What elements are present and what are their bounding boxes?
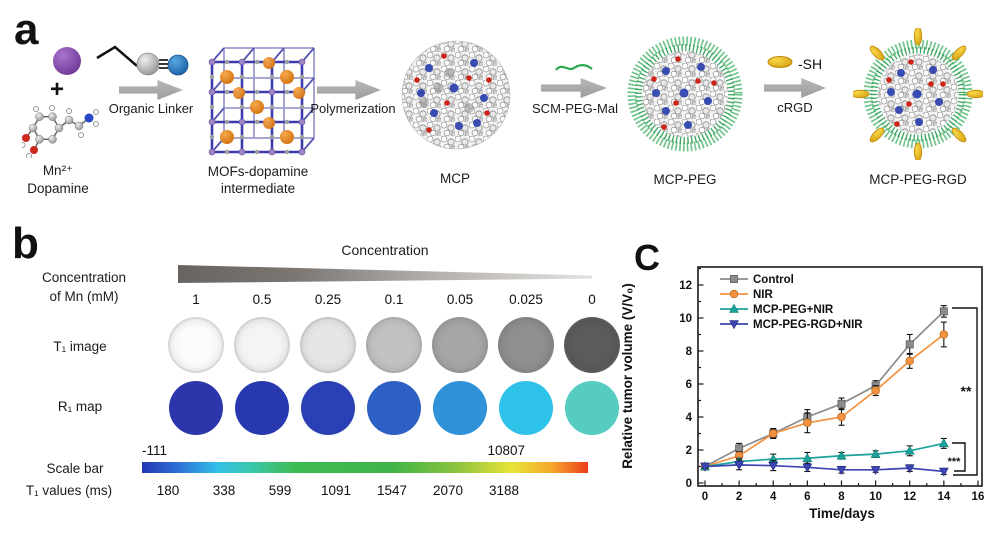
svg-text:0: 0 bbox=[702, 491, 708, 503]
scale-min-value: -111 bbox=[142, 443, 168, 458]
svg-text:10: 10 bbox=[679, 313, 692, 325]
plus-sign: + bbox=[49, 76, 64, 103]
rgd-ellipse-icon bbox=[767, 56, 793, 68]
t1-value: 599 bbox=[268, 483, 292, 498]
conc-value: 1 bbox=[192, 292, 200, 307]
r1-map-circle bbox=[367, 381, 421, 435]
svg-text:14: 14 bbox=[937, 491, 950, 503]
svg-text:Relative tumor volume (V/V₀): Relative tumor volume (V/V₀) bbox=[620, 283, 635, 468]
svg-text:8: 8 bbox=[838, 491, 845, 503]
svg-text:8: 8 bbox=[686, 346, 693, 358]
svg-text:10: 10 bbox=[869, 491, 882, 503]
peg-squiggle bbox=[555, 64, 593, 71]
t1-value: 338 bbox=[212, 483, 236, 498]
reaction-arrow-2 bbox=[317, 80, 381, 100]
panel-b-letter: b bbox=[12, 219, 39, 268]
t1-value: 2070 bbox=[432, 483, 464, 498]
reaction-arrow-3 bbox=[541, 78, 607, 98]
mcp-peg-particle bbox=[627, 36, 743, 152]
mcp-particle bbox=[401, 40, 511, 150]
t1-value: 3188 bbox=[488, 483, 520, 498]
mof-lattice bbox=[208, 47, 315, 156]
svg-text:12: 12 bbox=[679, 280, 692, 292]
t1-phantom-circle bbox=[498, 317, 554, 373]
svg-text:**: ** bbox=[961, 383, 972, 399]
panel-c-letter: C bbox=[634, 237, 660, 278]
arrow4-label: cRGD bbox=[777, 100, 813, 115]
t1-scale-bar bbox=[142, 462, 588, 473]
wedge-title: Concentration bbox=[341, 242, 429, 258]
t1-phantom-circle bbox=[564, 317, 620, 373]
concentration-wedge bbox=[178, 265, 592, 283]
svg-text:Time/days: Time/days bbox=[809, 506, 875, 521]
scale-bar-label: Scale bar bbox=[46, 461, 104, 476]
svg-text:MCP-PEG+NIR: MCP-PEG+NIR bbox=[753, 304, 834, 316]
svg-text:Control: Control bbox=[753, 274, 794, 286]
mof-label-line1: MOFs-dopamine bbox=[207, 164, 309, 179]
arrow3-label: SCM-PEG-Mal bbox=[532, 101, 618, 116]
conc-row-label-2: of Mn (mM) bbox=[49, 289, 119, 304]
conc-value: 0.025 bbox=[509, 292, 543, 307]
svg-text:6: 6 bbox=[804, 491, 810, 503]
r1-map-circle bbox=[499, 381, 553, 435]
r1-map-row bbox=[163, 381, 625, 435]
mn-ion-sphere bbox=[53, 47, 81, 75]
conc-value: 0.1 bbox=[384, 292, 404, 307]
t1-value: 1091 bbox=[320, 483, 352, 498]
t1-phantom-circle bbox=[366, 317, 422, 373]
svg-text:16: 16 bbox=[972, 491, 985, 503]
concentration-values-row: 1 0.5 0.25 0.1 0.05 0.025 0 bbox=[163, 292, 625, 307]
t1-phantom-circle bbox=[234, 317, 290, 373]
r1-map-circle bbox=[301, 381, 355, 435]
r1-map-circle bbox=[433, 381, 487, 435]
reaction-arrow-4 bbox=[764, 78, 826, 98]
svg-text:MCP-PEG-RGD+NIR: MCP-PEG-RGD+NIR bbox=[753, 319, 863, 331]
svg-text:NIR: NIR bbox=[753, 289, 774, 301]
dopamine-molecule bbox=[22, 105, 99, 158]
arrow1-label: Organic Linker bbox=[108, 101, 194, 116]
r1-row-label: R₁ map bbox=[57, 399, 103, 414]
mcp-label: MCP bbox=[440, 171, 470, 186]
t1-phantom-circle bbox=[168, 317, 224, 373]
scale-max-value: 10807 bbox=[487, 443, 525, 458]
t1-image-row bbox=[163, 317, 625, 373]
svg-text:2: 2 bbox=[686, 445, 692, 457]
svg-text:4: 4 bbox=[686, 412, 693, 424]
reaction-arrow-1 bbox=[119, 80, 183, 100]
conc-value: 0.25 bbox=[314, 292, 342, 307]
mcp-peg-label: MCP-PEG bbox=[653, 172, 717, 187]
tumor-volume-chart: 0 2 4 6 8 10 12 14 16 0 2 4 6 8 10 12 Time/days Relative … bbox=[620, 266, 985, 521]
organic-linker-molecule bbox=[96, 45, 189, 76]
conc-value: 0.05 bbox=[446, 292, 474, 307]
t1-phantom-circle bbox=[300, 317, 356, 373]
svg-text:0: 0 bbox=[686, 478, 692, 490]
mcp-peg-rgd-label: MCP-PEG-RGD bbox=[869, 172, 967, 187]
t1-value: 180 bbox=[156, 483, 180, 498]
t1-values-label: T₁ values (ms) bbox=[25, 483, 113, 498]
t1-value: 1547 bbox=[376, 483, 408, 498]
r1-map-circle bbox=[169, 381, 223, 435]
t1-row-label: T₁ image bbox=[53, 339, 107, 354]
arrow2-label: Polymerization bbox=[310, 101, 396, 116]
t1-phantom-circle bbox=[432, 317, 488, 373]
svg-text:2: 2 bbox=[736, 491, 742, 503]
svg-text:6: 6 bbox=[686, 379, 692, 391]
svg-text:4: 4 bbox=[770, 491, 777, 503]
mcp-peg-rgd-particle bbox=[853, 28, 983, 160]
conc-value: 0.5 bbox=[252, 292, 272, 307]
r1-map-circle bbox=[235, 381, 289, 435]
svg-text:***: *** bbox=[948, 456, 962, 468]
conc-row-label-1: Concentration bbox=[41, 270, 127, 285]
panel-a-letter: a bbox=[14, 5, 39, 54]
dopamine-label: Dopamine bbox=[27, 181, 89, 196]
r1-map-circle bbox=[565, 381, 619, 435]
mn-label: Mn²⁺ bbox=[42, 163, 74, 178]
t1-values-row: 180 338 599 1091 1547 2070 3188 bbox=[140, 483, 532, 498]
rgd-ligands bbox=[853, 28, 983, 160]
conc-value: 0 bbox=[588, 292, 596, 307]
sh-label: -SH bbox=[798, 56, 823, 72]
mof-label-line2: intermediate bbox=[220, 181, 296, 196]
svg-text:12: 12 bbox=[903, 491, 916, 503]
